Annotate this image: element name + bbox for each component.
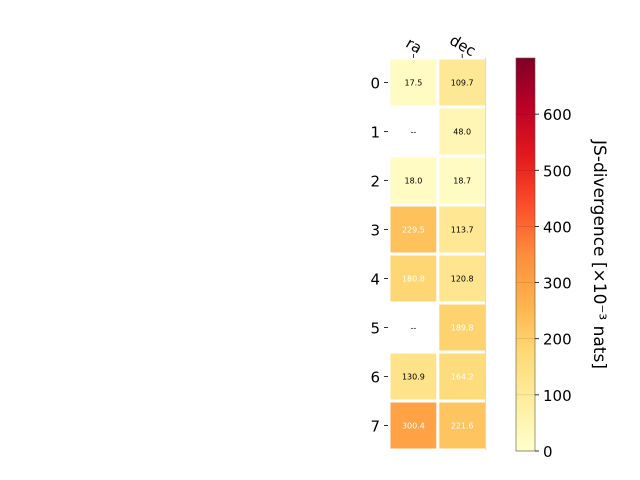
colorbar: 0 100 200 300 400 500 600 JS-divergence [×10⁻³ … (515, 57, 609, 461)
heatmap-cells: 17.5 109.7 -- 48.0 18.0 18.7 229.5 113.7 180.8 12… (390, 58, 487, 450)
row-label-7: 7 (370, 418, 380, 436)
heatmap-cell-6-ra (390, 353, 437, 400)
cell-label-2-ra: 18.0 (404, 177, 422, 186)
heatmap-cell-2-dec (439, 157, 486, 204)
heatmap-cell-0-dec (439, 59, 486, 106)
heatmap-cell-1-ra (390, 108, 437, 155)
colorbar-label: JS-divergence [×10⁻³ nats] (589, 139, 609, 369)
row-label-2: 2 (370, 173, 380, 191)
colorbar-tick-label-400: 400 (543, 218, 572, 236)
row-labels: 0 1 2 3 4 5 6 7 (370, 75, 388, 436)
heatmap-cell-7-dec (439, 402, 486, 449)
cell-label-5-ra: -- (411, 324, 417, 333)
cell-label-1-dec: 48.0 (453, 128, 471, 137)
cell-label-6-dec: 164.2 (451, 373, 474, 382)
heatmap-cell-5-ra (390, 304, 437, 351)
row-label-5: 5 (370, 320, 380, 338)
cell-label-2-dec: 18.7 (453, 177, 471, 186)
heatmap-cell-1-dec (439, 108, 486, 155)
cell-label-3-dec: 113.7 (451, 226, 474, 235)
colorbar-tick-label-600: 600 (543, 106, 572, 124)
colorbar-tick-label-500: 500 (543, 162, 572, 180)
heatmap-cell-3-dec (439, 206, 486, 253)
row-label-6: 6 (370, 369, 380, 387)
colorbar-tick-label-0: 0 (543, 443, 553, 461)
column-label-dec: dec (447, 31, 479, 60)
colorbar-tick-label-300: 300 (543, 275, 572, 293)
colorbar-tick-label-200: 200 (543, 331, 572, 349)
cell-label-1-ra: -- (411, 128, 417, 137)
row-label-1: 1 (370, 124, 380, 142)
cell-label-4-dec: 120.8 (451, 275, 474, 284)
heatmap-cell-0-ra (390, 59, 437, 106)
colorbar-gradient (515, 57, 536, 452)
cell-label-5-dec: 189.8 (451, 324, 474, 333)
cell-label-7-dec: 221.6 (451, 422, 474, 431)
colorbar-tick-label-100: 100 (543, 387, 572, 405)
row-label-0: 0 (370, 75, 380, 93)
heatmap-cell-3-ra (390, 206, 437, 253)
heatmap-cell-2-ra (390, 157, 437, 204)
row-label-3: 3 (370, 222, 380, 240)
cell-label-7-ra: 300.4 (402, 422, 425, 431)
heatmap-cell-7-ra (390, 402, 437, 449)
column-labels: ra dec (403, 31, 479, 60)
cell-label-6-ra: 130.9 (402, 373, 425, 382)
cell-label-3-ra: 229.5 (402, 226, 425, 235)
row-label-4: 4 (370, 271, 380, 289)
heatmap-cell-4-ra (390, 255, 437, 302)
cell-label-0-ra: 17.5 (404, 79, 422, 88)
cell-label-0-dec: 109.7 (451, 79, 474, 88)
heatmap-cell-4-dec (439, 255, 486, 302)
column-label-ra: ra (403, 34, 425, 57)
heatmap-cell-5-dec (439, 304, 486, 351)
heatmap-cell-6-dec (439, 353, 486, 400)
cell-label-4-ra: 180.8 (402, 275, 425, 284)
